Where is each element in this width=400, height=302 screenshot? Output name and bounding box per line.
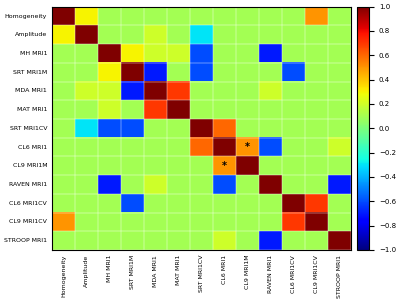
- Text: *: *: [222, 161, 227, 171]
- Text: *: *: [245, 142, 250, 152]
